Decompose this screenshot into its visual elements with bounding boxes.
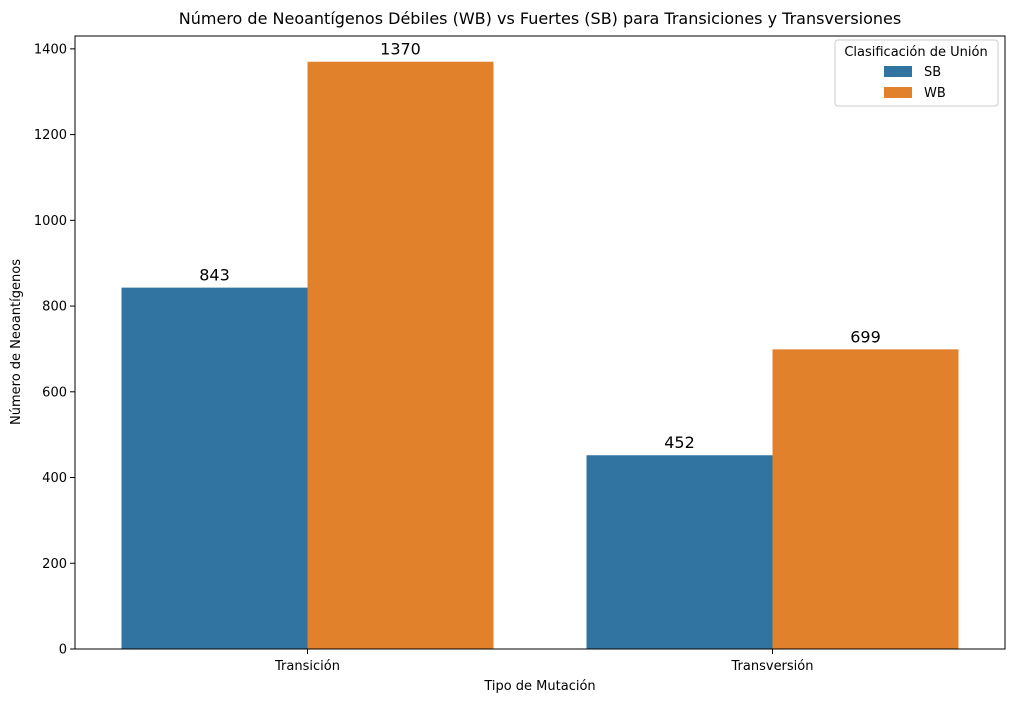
bar-wb-1 bbox=[307, 61, 494, 650]
legend: Clasificación de Unión SB WB bbox=[834, 39, 999, 107]
x-tick-label: Transición bbox=[274, 659, 340, 674]
y-tick-label: 0 bbox=[59, 643, 67, 658]
data-label-sb-2: 452 bbox=[664, 433, 695, 452]
chart-title: Número de Neoantígenos Débiles (WB) vs F… bbox=[179, 9, 901, 28]
legend-label-wb: WB bbox=[924, 86, 946, 101]
data-label-sb-1: 843 bbox=[199, 266, 230, 285]
bar-sb-2 bbox=[586, 455, 773, 649]
x-axis: Transición Transversión bbox=[274, 649, 813, 674]
data-label-wb-2: 699 bbox=[850, 327, 881, 346]
legend-items: SB WB bbox=[884, 65, 946, 101]
y-tick-label: 600 bbox=[42, 385, 67, 400]
plot-frame bbox=[74, 35, 1006, 650]
bar-wb-2 bbox=[772, 349, 959, 649]
data-labels-layer: 843 1370 452 699 bbox=[199, 40, 881, 453]
bars-layer bbox=[121, 61, 959, 650]
y-tick-label: 1200 bbox=[34, 128, 67, 143]
y-tick-label: 200 bbox=[42, 557, 67, 572]
legend-swatch-wb bbox=[884, 87, 912, 98]
legend-box bbox=[834, 39, 999, 107]
y-axis: 0 200 400 600 800 1000 1200 1400 bbox=[34, 42, 75, 658]
legend-label-sb: SB bbox=[924, 65, 941, 80]
legend-title: Clasificación de Unión bbox=[844, 45, 987, 60]
y-tick-label: 1000 bbox=[34, 214, 67, 229]
y-tick-label: 1400 bbox=[34, 42, 67, 57]
y-tick-label: 800 bbox=[42, 300, 67, 315]
y-tick-label: 400 bbox=[42, 471, 67, 486]
legend-swatch-sb bbox=[884, 66, 912, 77]
y-axis-label: Número de Neoantígenos bbox=[9, 259, 24, 425]
x-axis-label: Tipo de Mutación bbox=[483, 679, 595, 694]
data-label-wb-1: 1370 bbox=[380, 40, 421, 59]
bar-sb-1 bbox=[121, 287, 308, 649]
x-tick-label: Transversión bbox=[731, 659, 814, 674]
